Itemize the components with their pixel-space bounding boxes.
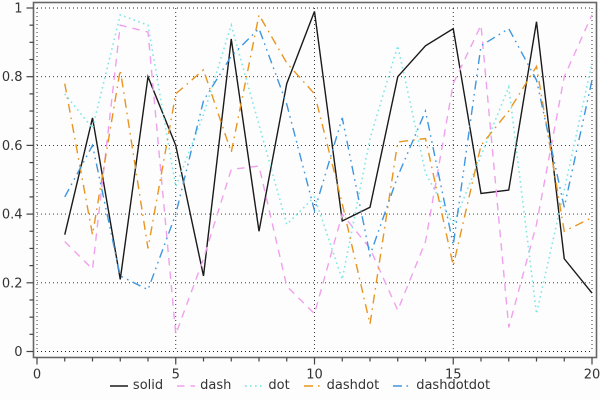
- y-axis-tick-label: 0.4: [2, 208, 23, 223]
- legend-item-dot: dot: [245, 378, 290, 393]
- series-solid: [64, 11, 593, 294]
- legend-item-dashdotdot: dashdotdot: [393, 379, 490, 392]
- legend-item-dashdot: dashdot: [303, 378, 380, 393]
- legend-label: dashdot: [326, 378, 380, 393]
- y-axis-tick-label: 1: [14, 2, 22, 17]
- x-axis-tick-label: 5: [172, 368, 180, 383]
- chart-legend: solid dash dot dashdot dashdotdot: [0, 379, 600, 392]
- x-axis-tick-label: 0: [33, 368, 41, 383]
- legend-swatch-dot-icon: [245, 384, 264, 387]
- legend-item-solid: solid: [109, 378, 164, 393]
- legend-swatch-dash-icon: [177, 384, 196, 387]
- y-axis-tick-label: 0: [14, 345, 22, 360]
- legend-label: dash: [200, 378, 232, 393]
- y-axis-tick-label: 0.8: [2, 70, 23, 85]
- legend-swatch-solid-icon: [109, 384, 128, 387]
- y-axis-tick-label: 0.2: [2, 276, 23, 291]
- legend-item-dash: dash: [177, 379, 231, 392]
- series-dashdot: [64, 12, 593, 325]
- legend-label: dot: [268, 378, 290, 393]
- series-dashdotdot: [64, 27, 593, 291]
- plot-border: [32, 1, 598, 359]
- legend-swatch-dashdotdot-icon: [393, 384, 412, 387]
- legend-swatch-dashdot-icon: [303, 384, 322, 387]
- series-dash: [64, 14, 593, 335]
- legend-label: solid: [132, 378, 164, 393]
- x-axis-tick-label: 10: [306, 368, 323, 383]
- x-axis-tick-label: 20: [584, 368, 600, 383]
- legend-label: dashdotdot: [416, 378, 491, 393]
- y-axis-tick-label: 0.6: [2, 139, 23, 154]
- x-axis-tick-label: 15: [445, 368, 462, 383]
